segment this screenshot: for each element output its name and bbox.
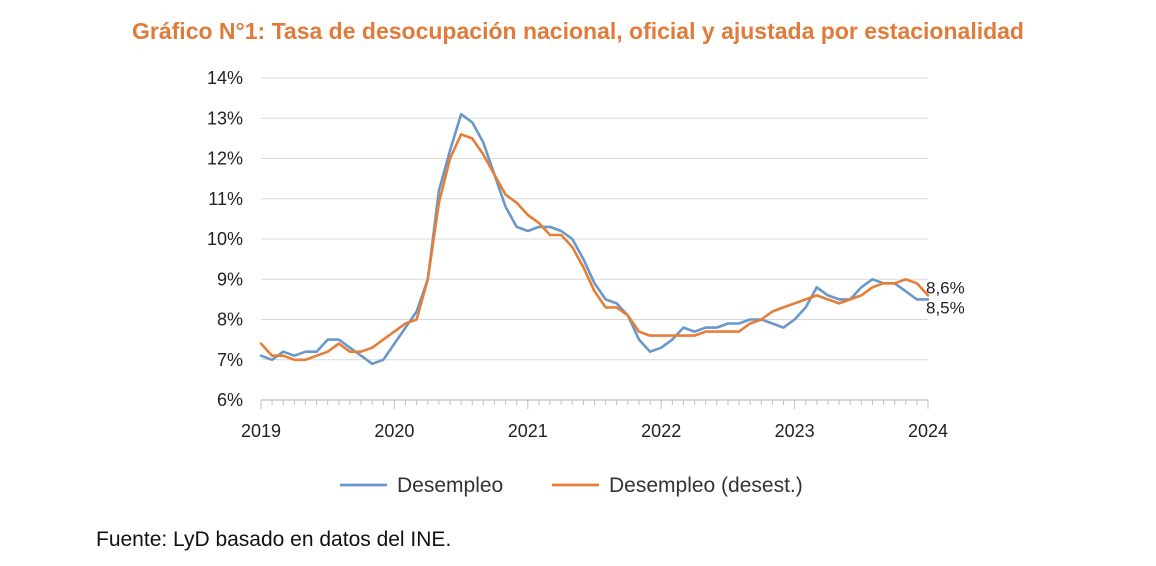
- series-line-desempleo: [259, 112, 930, 366]
- legend-label: Desempleo (desest.): [609, 474, 803, 497]
- y-tick-label: 8%: [217, 310, 243, 330]
- end-value-label: 8,5%: [926, 298, 965, 317]
- x-tick-label: 2024: [908, 421, 948, 441]
- legend: Desempleo Desempleo (desest.): [340, 474, 803, 497]
- axes: 6% 7% 8% 9% 10% 11% 12% 13% 14% 2019 2020 2021 2022 2…: [207, 68, 948, 441]
- end-labels: 8,6%8,5%: [926, 278, 965, 317]
- y-tick-label: 6%: [217, 390, 243, 410]
- x-tick-label: 2022: [641, 421, 681, 441]
- source-note: Fuente: LyD basado en datos del INE.: [96, 528, 452, 551]
- y-tick-label: 14%: [207, 68, 243, 88]
- x-tick-label: 2023: [775, 421, 815, 441]
- x-tick-label: 2019: [241, 421, 281, 441]
- end-value-label: 8,6%: [926, 278, 965, 297]
- legend-label: Desempleo: [397, 474, 503, 497]
- x-tick-label: 2020: [374, 421, 414, 441]
- series-lines: [259, 112, 930, 366]
- y-tick-label: 11%: [208, 189, 243, 209]
- gridlines: [261, 77, 928, 361]
- y-tick-label: 10%: [207, 229, 243, 249]
- y-tick-label: 9%: [217, 269, 243, 289]
- y-tick-label: 7%: [217, 350, 243, 370]
- x-tick-label: 2021: [508, 421, 548, 441]
- chart-title: Gráfico N°1: Tasa de desocupación nacion…: [132, 18, 1024, 44]
- y-tick-label: 13%: [207, 108, 243, 128]
- y-tick-label: 12%: [207, 149, 243, 169]
- series-line-desempleo-desest: [259, 133, 930, 362]
